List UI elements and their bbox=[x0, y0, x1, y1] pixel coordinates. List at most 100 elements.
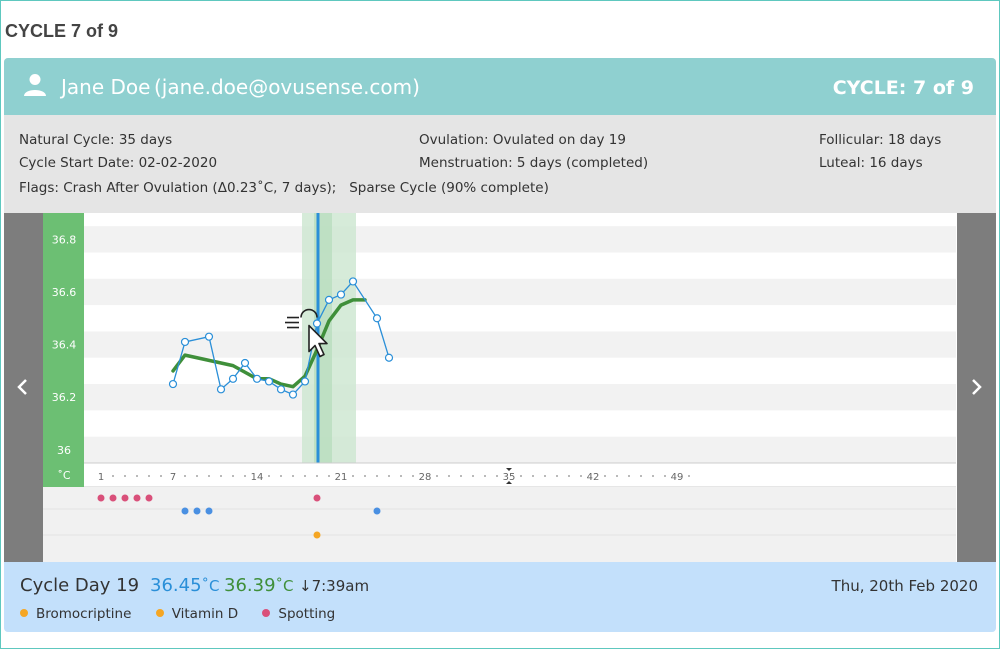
x-axis-row bbox=[84, 463, 956, 487]
symptom-dot bbox=[205, 507, 213, 515]
symptom-area bbox=[43, 487, 956, 562]
x-tick-dot bbox=[448, 475, 450, 477]
y-tick-label: 36.6 bbox=[52, 286, 77, 299]
x-tick-label: 35 bbox=[503, 472, 516, 483]
x-tick-dot bbox=[532, 475, 534, 477]
temperature-point bbox=[228, 374, 238, 383]
y-tick-label: 36.4 bbox=[52, 339, 77, 352]
luteal: Luteal: 16 days bbox=[819, 155, 923, 171]
x-tick-dot bbox=[616, 475, 618, 477]
ovulation: Ovulation: Ovulated on day 19 bbox=[419, 132, 626, 148]
x-tick-dot bbox=[280, 475, 282, 477]
x-tick-label: 7 bbox=[170, 472, 176, 483]
temperature-point bbox=[384, 353, 394, 362]
symptom-dot bbox=[181, 507, 189, 515]
symptom-dot bbox=[133, 494, 141, 502]
x-tick-dot bbox=[328, 475, 330, 477]
x-tick-dot bbox=[124, 475, 126, 477]
x-tick-dot bbox=[136, 475, 138, 477]
symptom-dot bbox=[193, 507, 201, 515]
next-cycle-button[interactable] bbox=[957, 213, 996, 562]
symptom-dot bbox=[109, 494, 117, 502]
day-detail-panel: Cycle Day 19 36.45˚C 36.39˚C ↓7:39am Thu… bbox=[4, 562, 996, 632]
chevron-left-icon bbox=[17, 379, 27, 395]
legend-dot bbox=[20, 609, 28, 617]
temperature-point bbox=[324, 295, 334, 304]
legend-dot bbox=[155, 609, 164, 617]
mouse-cursor-icon bbox=[285, 308, 328, 358]
follicular: Follicular: 18 days bbox=[819, 132, 942, 148]
flags: Flags: Crash After Ovulation (Δ0.23˚C, 7… bbox=[19, 180, 549, 196]
x-tick-dot bbox=[232, 475, 234, 477]
grid-band bbox=[84, 384, 956, 411]
x-tick-dot bbox=[268, 475, 270, 477]
temperature-point bbox=[336, 290, 346, 299]
x-tick-label: 42 bbox=[587, 472, 600, 483]
chevron-right-icon bbox=[972, 379, 982, 395]
cycle-info-panel: Natural Cycle: 35 days Cycle Start Date:… bbox=[4, 115, 996, 213]
grid-band bbox=[84, 436, 956, 463]
x-tick-dot bbox=[184, 475, 186, 477]
reading-time: ↓7:39am bbox=[299, 577, 370, 595]
x-tick-dot bbox=[460, 475, 462, 477]
x-tick-dot bbox=[112, 475, 114, 477]
temperature-point bbox=[180, 337, 190, 347]
temperature-point bbox=[252, 374, 262, 383]
temperature-point bbox=[312, 319, 322, 328]
cycle-counter: CYCLE: 7 of 9 bbox=[832, 77, 974, 99]
x-tick-dot bbox=[376, 475, 378, 477]
legend-dot bbox=[262, 609, 271, 617]
x-tick-dot bbox=[352, 475, 354, 477]
x-tick-dot bbox=[412, 475, 414, 477]
temperature-point bbox=[240, 358, 250, 368]
x-tick-dot bbox=[652, 475, 654, 477]
x-tick-dot bbox=[580, 475, 582, 477]
symptom-dot bbox=[313, 531, 321, 539]
x-tick-dot bbox=[436, 475, 438, 477]
temperature-chart[interactable]: 36 36.2 36.4 36.6 36.8 ˚C 1 7 14 21 28 35 42 49 bbox=[4, 213, 996, 562]
reading-date: Thu, 20th Feb 2020 bbox=[831, 577, 978, 595]
x-tick-dot bbox=[520, 475, 522, 477]
x-tick-dot bbox=[688, 475, 690, 477]
symptom-dot bbox=[313, 494, 321, 502]
x-tick-dot bbox=[484, 475, 486, 477]
symptom-dot bbox=[373, 507, 381, 515]
cycle-card: Jane Doe (jane.doe@ovusense.com) CYCLE: … bbox=[4, 58, 996, 632]
user-icon bbox=[24, 74, 46, 96]
x-tick-label: 1 bbox=[98, 472, 104, 483]
x-tick-label: 14 bbox=[251, 472, 264, 483]
grid-band bbox=[84, 278, 956, 306]
x-tick-label: 49 bbox=[671, 472, 684, 483]
x-tick-dot bbox=[196, 475, 198, 477]
legend-item-vitamin-d: Vitamin D bbox=[155, 606, 238, 622]
legend-item-bromocriptine: Bromocriptine bbox=[20, 606, 131, 622]
x-tick-dot bbox=[148, 475, 150, 477]
x-tick-dot bbox=[568, 475, 570, 477]
symptom-dot bbox=[121, 494, 129, 502]
x-tick-dot bbox=[220, 475, 222, 477]
menstruation: Menstruation: 5 days (completed) bbox=[419, 155, 649, 171]
x-tick-dot bbox=[544, 475, 546, 477]
x-tick-dot bbox=[604, 475, 606, 477]
x-tick-dot bbox=[388, 475, 390, 477]
cycle-end-marker-top bbox=[506, 468, 512, 471]
x-tick-dot bbox=[292, 475, 294, 477]
temperature-point bbox=[372, 314, 382, 323]
user-name: Jane Doe bbox=[61, 75, 151, 99]
smoothed-temperature-line bbox=[171, 298, 367, 389]
x-tick-label: 28 bbox=[419, 472, 432, 483]
cycle-day-label: Cycle Day 19 bbox=[20, 575, 140, 596]
temperature-point bbox=[264, 377, 274, 386]
temperature-point bbox=[204, 332, 214, 341]
temperature-point bbox=[288, 390, 298, 399]
day-legend: Bromocriptine Vitamin D Spotting bbox=[20, 606, 355, 622]
cycle-end-marker-bottom bbox=[506, 481, 512, 484]
x-tick-dot bbox=[316, 475, 318, 477]
y-axis-bar bbox=[43, 213, 84, 487]
y-tick-label: 36.2 bbox=[52, 391, 77, 404]
x-tick-dot bbox=[208, 475, 210, 477]
x-tick-dot bbox=[628, 475, 630, 477]
previous-cycle-button[interactable] bbox=[4, 213, 43, 562]
legend-item-spotting: Spotting bbox=[262, 606, 335, 622]
y-tick-label: 36.8 bbox=[52, 233, 77, 246]
